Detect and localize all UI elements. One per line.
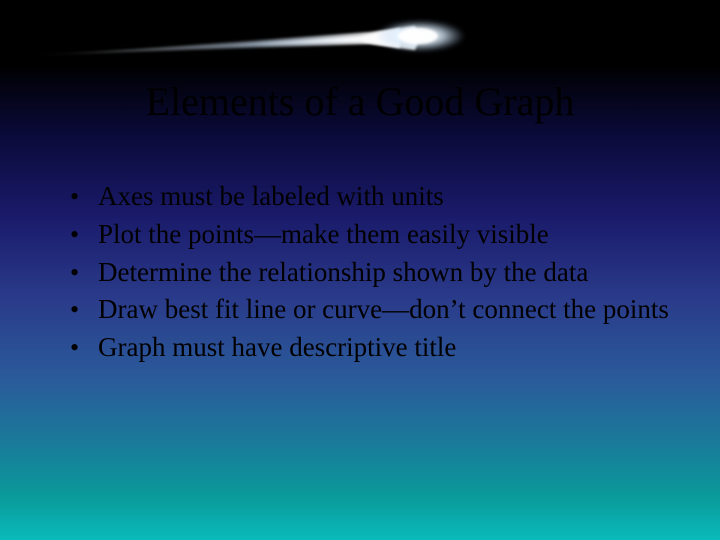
bullet-item: • Axes must be labeled with units — [70, 180, 670, 214]
bullet-text: Determine the relationship shown by the … — [98, 256, 670, 290]
bullet-item: • Determine the relationship shown by th… — [70, 256, 670, 290]
slide-title: Elements of a Good Graph — [0, 78, 720, 125]
slide-body: • Axes must be labeled with units • Plot… — [70, 180, 670, 369]
bullet-text: Draw best fit line or curve—don’t connec… — [98, 293, 670, 327]
bullet-item: • Plot the points—make them easily visib… — [70, 218, 670, 252]
bullet-item: • Graph must have descriptive title — [70, 331, 670, 365]
bullet-marker: • — [70, 256, 98, 290]
bullet-text: Axes must be labeled with units — [98, 180, 670, 214]
bullet-marker: • — [70, 293, 98, 327]
slide: Elements of a Good Graph • Axes must be … — [0, 0, 720, 540]
bullet-text: Plot the points—make them easily visible — [98, 218, 670, 252]
bullet-text: Graph must have descriptive title — [98, 331, 670, 365]
bullet-marker: • — [70, 331, 98, 365]
comet-graphic — [20, 18, 500, 58]
bullet-marker: • — [70, 180, 98, 214]
bullet-marker: • — [70, 218, 98, 252]
bullet-item: • Draw best fit line or curve—don’t conn… — [70, 293, 670, 327]
